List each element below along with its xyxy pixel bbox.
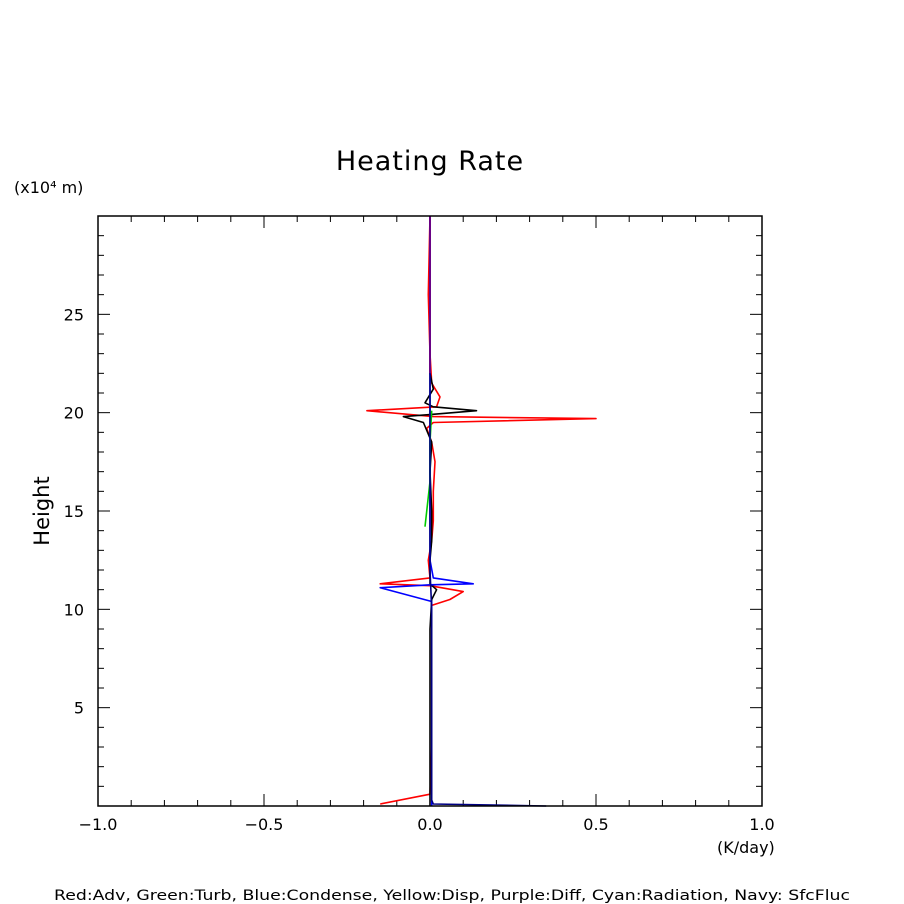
y-tick-label: 15 (64, 502, 84, 521)
series-line-4 (429, 216, 547, 807)
x-unit-label: (K/day) (717, 838, 775, 857)
y-unit-label: (x10⁴ m) (14, 178, 83, 197)
x-tick-label: −1.0 (79, 815, 118, 834)
x-tick-label: 0.0 (417, 815, 442, 834)
y-tick-label: 10 (64, 600, 84, 619)
data-series (366, 215, 597, 807)
x-tick-label: 1.0 (749, 815, 774, 834)
series-line-1 (402, 216, 478, 806)
axis-ticks: −1.0 −0.5 0.0 0.5 1.0 5 10 15 20 25 (64, 216, 775, 834)
y-tick-label: 5 (74, 699, 84, 718)
y-tick-label: 20 (64, 404, 84, 423)
chart-title: Heating Rate (336, 146, 524, 177)
series-line-0 (366, 215, 597, 805)
y-tick-label: 25 (64, 305, 84, 324)
plot-frame (97, 215, 763, 807)
x-tick-label: −0.5 (245, 815, 284, 834)
legend-footer: Red:Adv, Green:Turb, Blue:Condense, Yell… (54, 888, 850, 904)
x-tick-label: 0.5 (583, 815, 608, 834)
y-axis-label: Height (30, 476, 54, 545)
